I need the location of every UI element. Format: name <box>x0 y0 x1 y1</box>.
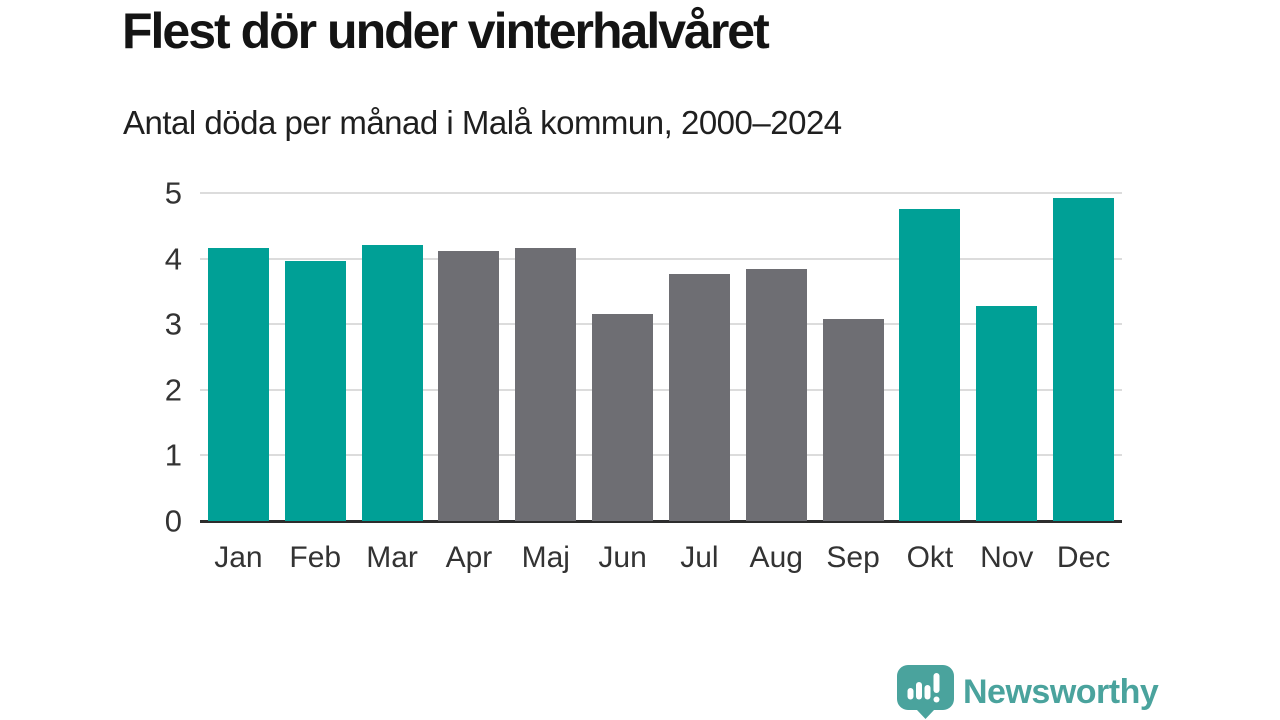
x-tick-label-jun: Jun <box>598 541 647 574</box>
x-tick-label-aug: Aug <box>749 541 803 574</box>
y-tick-label-0: 0 <box>164 503 182 539</box>
y-tick-label-3: 3 <box>164 306 182 342</box>
y-axis: 0 1 2 3 4 5 <box>110 178 182 537</box>
x-tick-label-mar: Mar <box>366 541 418 574</box>
bar-aug <box>746 269 807 521</box>
bar-dec <box>1053 198 1114 521</box>
y-tick-label-1: 1 <box>164 437 182 473</box>
x-tick-label-sep: Sep <box>826 541 880 574</box>
bar-sep <box>823 318 884 521</box>
x-tick-label-jul: Jul <box>680 541 719 574</box>
newsworthy-bubble-chart-icon <box>897 665 954 719</box>
chart-subtitle: Antal döda per månad i Malå kommun, 2000… <box>123 104 842 141</box>
bar-mar <box>362 245 423 521</box>
newsworthy-wordmark: Newsworthy <box>963 672 1159 711</box>
x-tick-label-feb: Feb <box>289 541 342 574</box>
bar-jul <box>669 274 730 521</box>
gridline-4 <box>200 257 1122 260</box>
bar-apr <box>438 250 499 521</box>
newsworthy-logo: Newsworthy <box>897 665 1159 719</box>
chart-title: Flest dör under vinterhalvåret <box>122 3 770 59</box>
gridline-1 <box>200 454 1122 457</box>
x-tick-label-okt: Okt <box>906 541 954 574</box>
x-tick-label-nov: Nov <box>980 541 1034 574</box>
x-tick-label-jan: Jan <box>214 541 263 574</box>
x-tick-label-dec: Dec <box>1056 541 1111 574</box>
gridline-5 <box>200 192 1122 194</box>
x-axis-baseline <box>200 520 1122 523</box>
bar-nov <box>976 305 1037 521</box>
bar-jan <box>208 248 269 521</box>
y-tick-label-2: 2 <box>164 372 182 408</box>
gridline-3 <box>200 323 1122 326</box>
x-tick-label-apr: Apr <box>445 541 493 574</box>
bar-jun <box>592 313 653 521</box>
bar-okt <box>899 208 960 521</box>
y-tick-label-4: 4 <box>164 241 182 277</box>
bar-feb <box>285 261 346 521</box>
bar-maj <box>515 248 576 521</box>
x-axis: Jan Feb Mar Apr Maj Jun Jul Aug Sep Okt Nov Dec <box>200 540 1122 582</box>
x-tick-label-maj: Maj <box>521 541 570 574</box>
plot-area <box>200 192 1122 523</box>
gridline-2 <box>200 388 1122 391</box>
y-tick-label-5: 5 <box>164 175 182 211</box>
